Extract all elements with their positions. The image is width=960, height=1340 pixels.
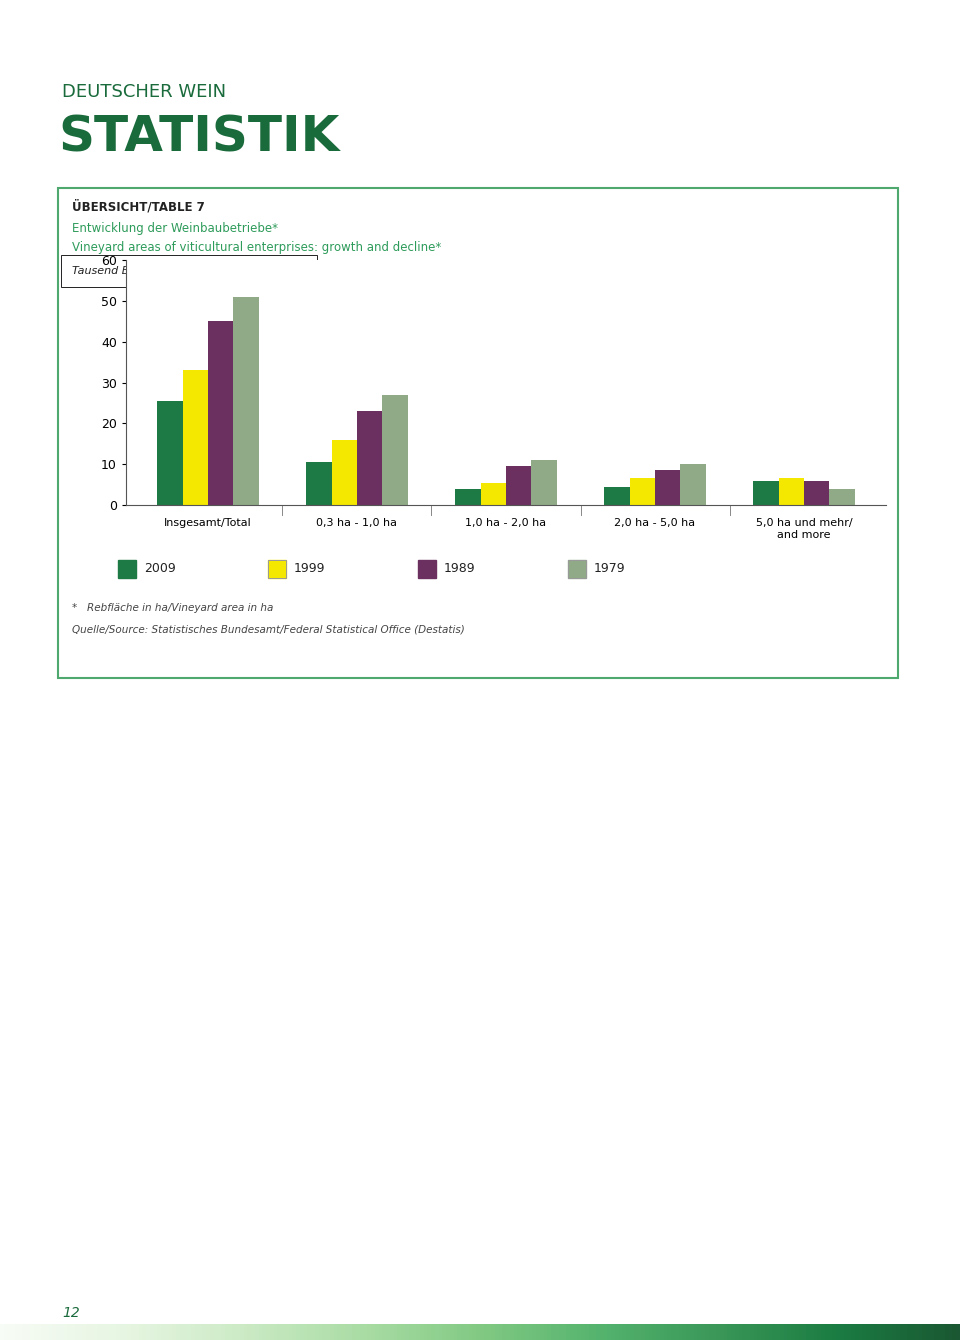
Bar	[506, 466, 531, 505]
Bar	[481, 482, 506, 505]
Text: 1989: 1989	[444, 563, 475, 575]
Text: *   Rebfläche in ha/Vineyard area in ha: * Rebfläche in ha/Vineyard area in ha	[72, 603, 274, 612]
Text: 1999: 1999	[294, 563, 325, 575]
Bar	[754, 481, 779, 505]
Bar	[681, 464, 706, 505]
Text: DEUTSCHER WEIN: DEUTSCHER WEIN	[62, 83, 227, 100]
Text: Vineyard areas of viticultural enterprises: growth and decline*: Vineyard areas of viticultural enterpris…	[72, 241, 442, 255]
Bar	[568, 560, 586, 578]
Bar	[568, 560, 586, 578]
Bar	[233, 296, 258, 505]
Text: REBFLÄCHEN/VINEYARD AREAS: REBFLÄCHEN/VINEYARD AREAS	[62, 8, 258, 20]
Bar	[779, 478, 804, 505]
Bar	[605, 486, 630, 505]
Bar	[331, 440, 357, 505]
Bar	[157, 401, 182, 505]
Bar	[630, 478, 655, 505]
Text: Quelle/Source: Statistisches Bundesamt/Federal Statistical Office (Destatis): Quelle/Source: Statistisches Bundesamt/F…	[72, 624, 465, 635]
Text: Entwicklung der Weinbaubetriebe*: Entwicklung der Weinbaubetriebe*	[72, 222, 278, 234]
Bar	[118, 560, 136, 578]
Bar	[357, 411, 382, 505]
Bar	[655, 470, 681, 505]
Bar	[306, 462, 331, 505]
Bar	[268, 560, 286, 578]
Bar	[268, 560, 286, 578]
Text: ÜBERSICHT/TABLE 7: ÜBERSICHT/TABLE 7	[72, 200, 204, 213]
Bar	[804, 481, 829, 505]
Bar	[58, 188, 898, 678]
Bar	[382, 395, 408, 505]
Bar	[208, 322, 233, 505]
Text: STATISTIK: STATISTIK	[58, 113, 340, 161]
Text: 1979: 1979	[594, 563, 626, 575]
Text: Tausend Betriebe/Enterprises (thousands): Tausend Betriebe/Enterprises (thousands)	[72, 267, 306, 276]
Bar	[182, 370, 208, 505]
Text: 12: 12	[62, 1306, 80, 1320]
Bar	[531, 460, 557, 505]
Bar	[418, 560, 436, 578]
Text: 2009: 2009	[144, 563, 176, 575]
Bar	[829, 489, 854, 505]
Bar	[455, 489, 481, 505]
